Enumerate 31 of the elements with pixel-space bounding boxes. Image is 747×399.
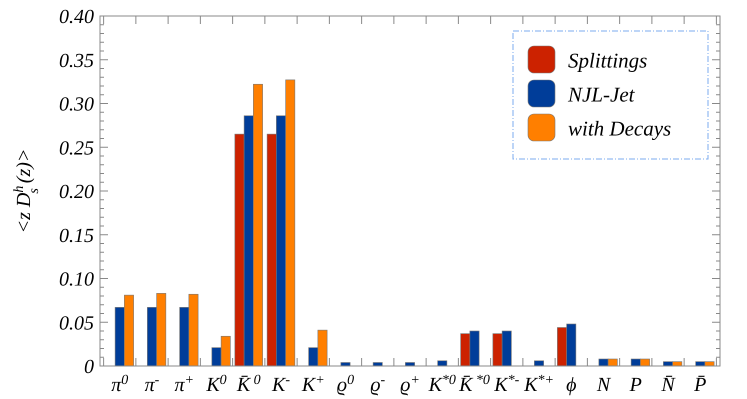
y-tick-label: 0.05: [59, 312, 94, 334]
legend-label: with Decays: [568, 116, 672, 140]
x-tick-label: K$^{*-}$: [493, 372, 520, 396]
y-tick-label: 0.15: [59, 224, 94, 247]
x-tick-label: ϱ$^{-}$: [370, 372, 386, 396]
x-tick-label: ϱ$^{+}$: [400, 372, 420, 396]
x-tick-label: N: [596, 374, 612, 396]
y-tick-label: 0.30: [59, 94, 94, 116]
x-tick-label: K$^{*0}$: [428, 372, 456, 396]
y-tick-label: 0.35: [59, 50, 94, 72]
x-tick-label: π$^{+}$: [174, 372, 194, 396]
y-tick-label: 0.40: [59, 6, 94, 28]
x-tick-label: ϕ: [566, 374, 576, 396]
x-tick-label: K$^{+}$: [300, 372, 325, 396]
x-tick-label: K̄ $^{*0}$: [458, 372, 490, 396]
x-tick-label: K$^{-}$: [270, 372, 290, 396]
y-tick-label: 0.25: [59, 137, 94, 160]
x-tick-label: π$^{-}$: [144, 372, 160, 396]
legend-label: Splittings: [568, 48, 648, 72]
x-tick-label: P̄: [693, 374, 706, 396]
x-tick-label: π$^{0}$: [111, 372, 128, 396]
legend-label: NJL-Jet: [567, 82, 636, 106]
x-tick-label: K$^{0}$: [205, 372, 227, 396]
x-tick-label: K̄ $^{0}$: [236, 372, 261, 396]
y-tick-label: 0.20: [59, 181, 94, 203]
x-tick-label: P: [628, 374, 642, 396]
y-tick-label: 0: [84, 356, 94, 378]
x-tick-label: ϱ$^{0}$: [336, 372, 354, 396]
x-tick-label: N̄: [660, 374, 676, 396]
x-tick-label: K$^{*+}$: [523, 372, 554, 396]
y-tick-label: 0.10: [59, 268, 94, 290]
